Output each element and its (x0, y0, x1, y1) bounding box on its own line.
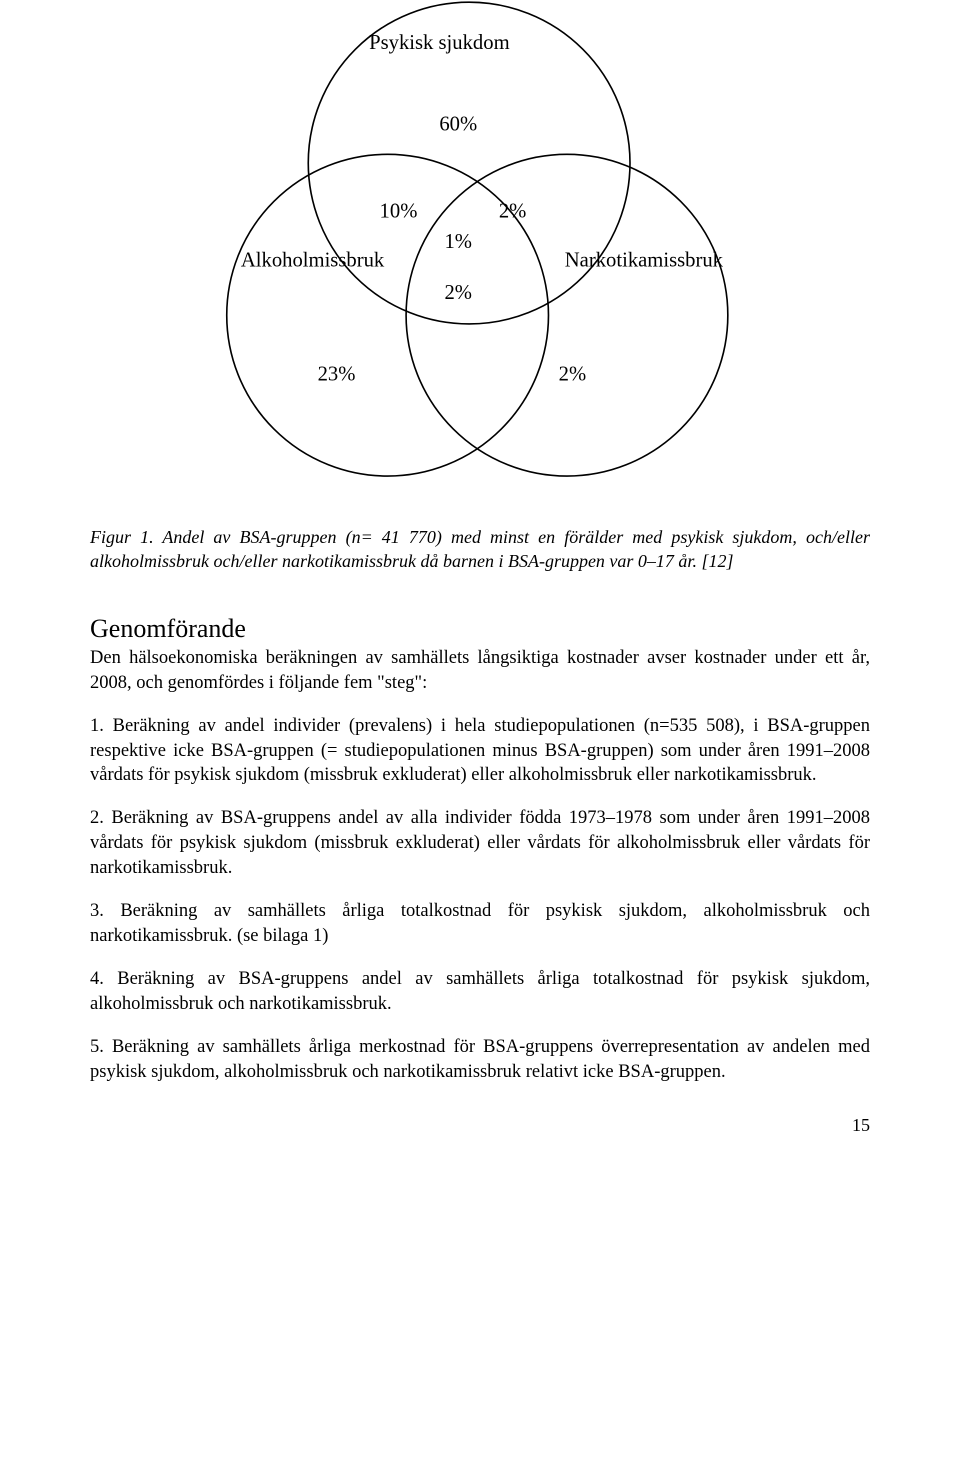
venn-value-left-right: 2% (445, 282, 473, 304)
figure-label: Figur 1. (90, 527, 154, 547)
venn-circle-right (406, 154, 728, 476)
step-4: 4. Beräkning av BSA-gruppens andel av sa… (90, 967, 870, 1017)
step-1: 1. Beräkning av andel individer (prevale… (90, 714, 870, 789)
step-2: 2. Beräkning av BSA-gruppens andel av al… (90, 806, 870, 881)
venn-label-top: Psykisk sjukdom (369, 32, 510, 54)
venn-value-left: 23% (318, 363, 356, 385)
step-5: 5. Beräkning av samhällets årliga merkos… (90, 1035, 870, 1085)
intro-paragraph: Den hälsoekonomiska beräkningen av samhä… (90, 646, 870, 696)
step-3: 3. Beräkning av samhällets årliga totalk… (90, 899, 870, 949)
section-heading: Genomförande (90, 614, 870, 644)
venn-value-top: 60% (439, 113, 477, 135)
venn-value-top-right: 2% (499, 200, 527, 222)
venn-diagram: Psykisk sjukdom Alkoholmissbruk Narkotik… (90, 0, 870, 500)
venn-value-top-left: 10% (380, 200, 418, 222)
venn-diagram-container: Psykisk sjukdom Alkoholmissbruk Narkotik… (90, 0, 870, 505)
venn-value-center: 1% (445, 231, 473, 253)
page-number: 15 (90, 1115, 870, 1136)
venn-label-left: Alkoholmissbruk (241, 249, 385, 271)
figure-caption-text: Andel av BSA-gruppen (n= 41 770) med min… (90, 527, 870, 571)
venn-label-right: Narkotikamissbruk (565, 249, 724, 271)
figure-caption: Figur 1. Andel av BSA-gruppen (n= 41 770… (90, 525, 870, 574)
page-content: Psykisk sjukdom Alkoholmissbruk Narkotik… (0, 0, 960, 1176)
venn-value-right: 2% (559, 363, 587, 385)
